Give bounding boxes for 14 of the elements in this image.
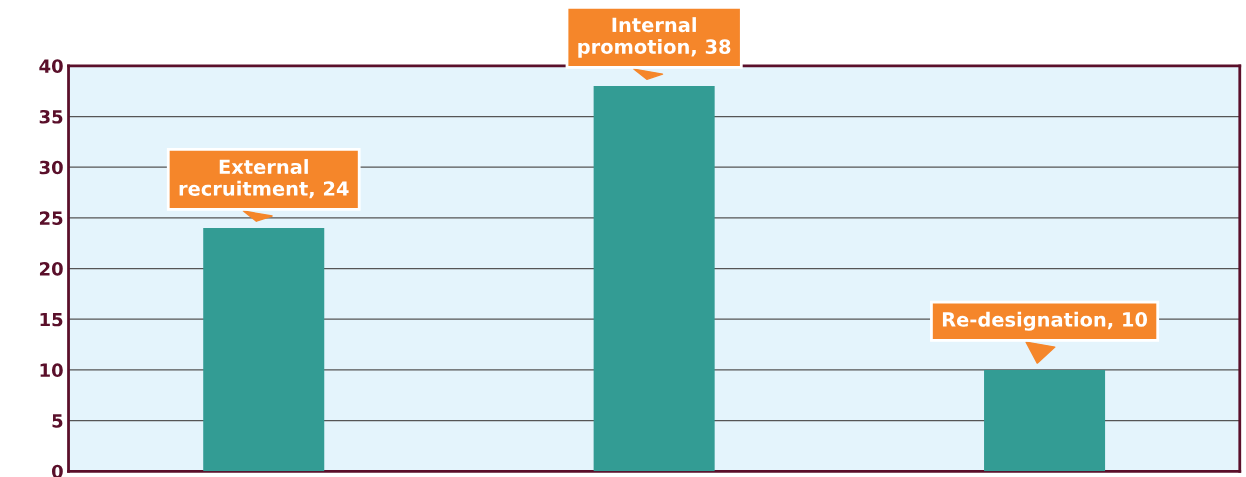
bar (984, 369, 1106, 472)
y-tick-label: 40 (39, 59, 63, 73)
y-tick-label: 30 (39, 160, 63, 175)
y-tick-label: 5 (52, 414, 63, 428)
data-label: Internal promotion, 38 (578, 17, 731, 58)
y-tick-label: 10 (40, 363, 63, 378)
y-tick-label: 25 (39, 211, 63, 225)
y-tick-label: 15 (40, 312, 63, 327)
y-tick-label: 35 (39, 109, 63, 124)
data-label: Re-designation, 10 (942, 311, 1148, 331)
y-tick-label: 20 (39, 262, 63, 276)
bar (203, 228, 325, 472)
bar (593, 86, 715, 472)
data-label: External recruitment, 24 (179, 159, 349, 199)
